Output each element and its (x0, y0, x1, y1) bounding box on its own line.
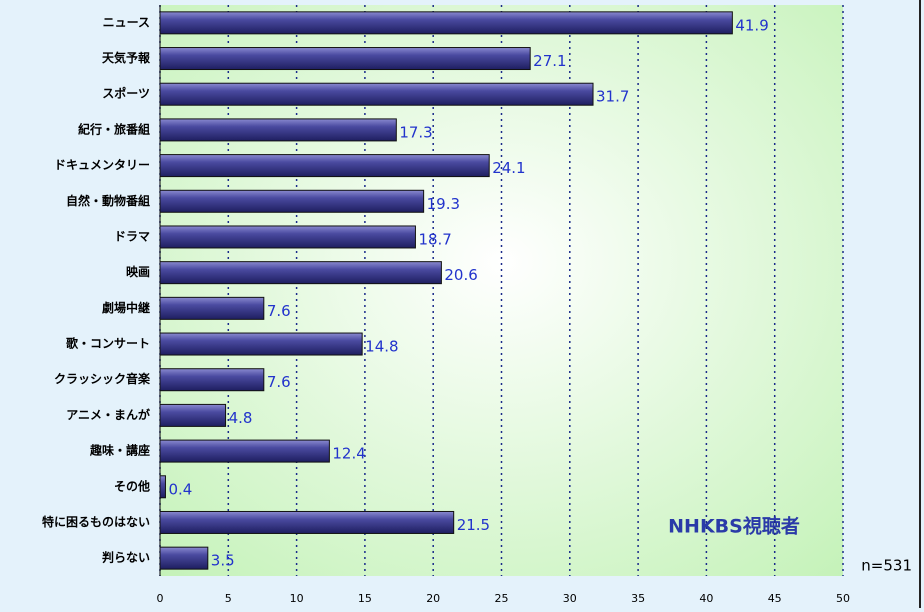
x-tick-label: 35 (631, 592, 645, 605)
y-tick-label: 判らない (102, 550, 150, 565)
y-tick-label: 自然・動物番組 (66, 193, 150, 208)
value-label: 27.1 (533, 52, 566, 70)
bar (159, 47, 531, 71)
x-tick-label: 20 (426, 592, 440, 605)
bar (159, 82, 594, 106)
value-label: 7.6 (267, 302, 291, 320)
y-tick-label: 歌・コンサート (66, 336, 150, 351)
x-tick-label: 50 (836, 592, 850, 605)
sample-size: n=531 (861, 557, 912, 575)
bar (159, 189, 425, 213)
bar (159, 332, 363, 356)
bar (159, 368, 265, 392)
value-label: 18.7 (418, 230, 451, 248)
value-label: 7.6 (267, 373, 291, 391)
bar (159, 154, 490, 178)
value-label: 14.8 (365, 338, 398, 356)
value-label: 24.1 (492, 159, 525, 177)
y-tick-label: アニメ・まんが (66, 407, 150, 422)
y-tick-label: スポーツ (102, 86, 150, 101)
value-label: 0.4 (168, 480, 192, 498)
x-tick-label: 10 (290, 592, 304, 605)
value-label: 19.3 (427, 195, 460, 213)
y-tick-label: 映画 (126, 264, 150, 279)
bar (159, 296, 265, 320)
x-tick-label: 40 (699, 592, 713, 605)
x-tick-label: 30 (563, 592, 577, 605)
y-tick-label: 特に困るものはない (42, 514, 150, 529)
bar (159, 261, 442, 285)
x-tick-label: 25 (495, 592, 509, 605)
value-label: 41.9 (735, 16, 768, 34)
x-tick-label: 5 (225, 592, 232, 605)
x-tick-label: 0 (157, 592, 164, 605)
value-label: 17.3 (399, 123, 432, 141)
bar (159, 11, 733, 35)
bar (159, 118, 397, 142)
value-label: 12.4 (332, 445, 365, 463)
value-label: 4.8 (229, 409, 253, 427)
x-tick-label: 15 (358, 592, 372, 605)
y-tick-label: クラッシック音楽 (54, 371, 151, 386)
y-tick-label: 趣味・講座 (89, 443, 150, 458)
y-tick-label: ドラマ (114, 229, 150, 243)
annotation: NHKBS視聴者 (668, 515, 800, 538)
bar (159, 510, 455, 534)
y-tick-label: ドキュメンタリー (54, 158, 150, 172)
y-tick-label: その他 (114, 478, 150, 493)
bar (159, 439, 330, 463)
y-tick-label: 劇場中継 (102, 300, 150, 315)
value-label: 3.5 (211, 552, 235, 570)
bar (159, 225, 416, 249)
y-tick-label: 天気予報 (102, 50, 151, 65)
y-tick-label: 紀行・旅番組 (78, 121, 150, 136)
bar (159, 475, 166, 499)
value-label: 20.6 (444, 266, 477, 284)
value-label: 31.7 (596, 88, 629, 106)
value-label: 21.5 (457, 516, 490, 534)
bar (159, 403, 227, 427)
bar (159, 546, 209, 570)
x-tick-label: 45 (768, 592, 782, 605)
y-tick-label: ニュース (103, 15, 150, 29)
